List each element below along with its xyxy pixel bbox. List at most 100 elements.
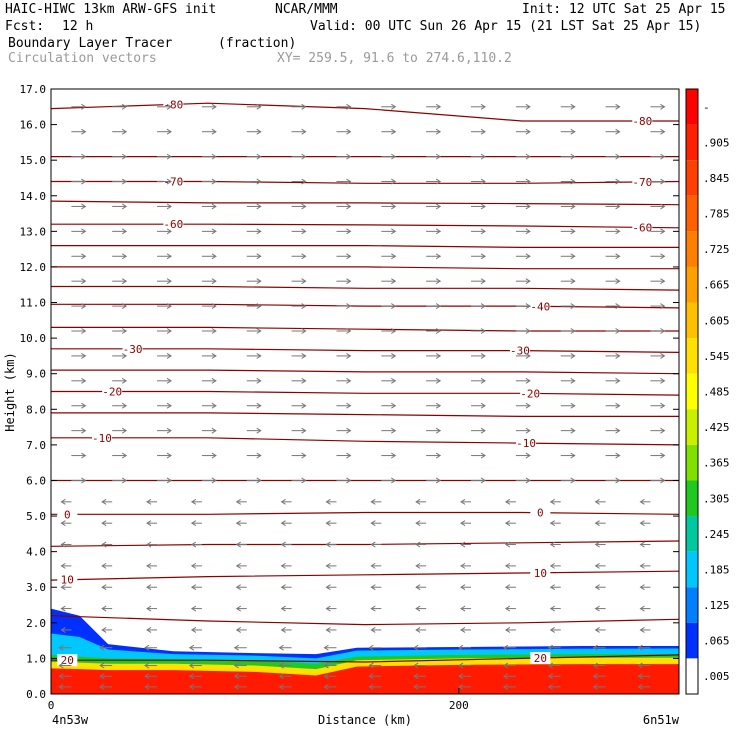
vector-head [570,477,576,484]
circulation-vector [291,153,307,160]
isotherm-line [51,200,679,206]
circulation-vector [426,427,442,434]
vector-head [480,278,486,285]
vector-head [660,328,666,334]
circulation-vector [650,103,666,110]
circulation-vector [504,627,516,633]
vector-head [58,673,64,680]
vector-head [211,153,217,160]
vector-head [370,498,376,505]
vector-head [301,402,307,409]
circulation-vector [639,562,651,569]
vector-head [256,402,262,409]
circulation-vector [650,253,666,260]
vector-head [101,562,107,569]
vector-head [301,278,307,285]
circulation-vector [190,584,202,591]
vector-head [346,477,352,484]
circulation-vector [381,303,397,310]
circulation-vector [471,203,486,210]
vector-head [256,452,262,459]
circulation-vector [278,673,292,680]
colorbar-swatch [686,160,698,196]
vector-head [570,203,576,210]
circulation-vector [112,477,128,484]
vector-head [391,377,397,384]
vector-head [121,253,128,260]
vector-head [615,427,621,434]
colorbar-swatch [686,89,698,125]
circulation-vector [235,520,247,527]
circulation-vector [471,278,486,285]
circulation-vector [515,153,531,160]
circulation-vector [246,377,262,384]
vector-head [211,278,217,285]
circulation-vector [60,498,72,505]
isotherm-label: -80 [163,98,183,111]
y-tick-label: 15.0 [20,154,47,167]
isotherm-line [51,540,679,547]
x-right-endpoint: 6n51w [643,713,680,727]
vector-head [256,278,262,285]
vector-head [256,178,262,185]
colorbar-label: .845 [703,172,730,185]
vector-head [660,452,666,459]
circulation-vector [60,584,72,591]
vector-head [660,477,666,484]
circulation-vector [235,498,247,505]
isotherm-line [51,654,679,663]
vector-head [211,303,217,310]
vector-head [525,153,531,160]
circulation-vector [112,278,128,285]
vector-head [144,644,150,651]
vector-head [547,683,554,690]
circulation-vector [560,303,576,310]
vector-head [480,477,486,484]
vector-head [660,253,666,260]
circulation-vector [325,498,337,505]
plot-frame [50,88,680,695]
vector-head [525,128,531,135]
vector-head [660,228,666,235]
vector-head [391,352,397,359]
vector-head [460,627,466,633]
circulation-vector [101,520,113,527]
circulation-vector [549,541,561,548]
circulation-vector [381,178,397,185]
circulation-vector [515,328,531,334]
vector-head [81,103,87,110]
circulation-vector [370,605,382,612]
vector-head [256,303,262,310]
circulation-vector [60,562,72,569]
vector-head [415,562,421,569]
forecast-label: Fcst: [5,19,45,34]
vector-head [301,153,307,160]
y-tick-label: 12.0 [20,261,47,274]
vector-head [460,541,466,548]
circulation-vector [381,402,397,409]
circulation-vector [336,427,352,434]
vector-head [549,627,556,633]
vector-head [639,627,645,633]
vector-head [502,644,509,651]
circulation-vector [547,644,561,651]
circulation-vector [515,452,531,459]
circulation-vector [325,584,337,591]
vector-head [391,402,397,409]
vector-head [525,228,531,235]
circulation-vector [471,303,486,310]
vector-head [460,520,466,527]
vector-head [525,103,531,110]
circulation-vector [381,452,397,459]
colorbar-label: .725 [703,243,730,256]
vector-head [211,228,217,235]
circulation-vector [112,203,128,210]
vector-head [525,452,531,459]
vector-head [415,605,421,612]
vector-head [570,427,576,434]
colorbar-swatch [686,658,698,694]
circulation-vector [560,452,576,459]
vector-head [256,328,262,334]
vector-head [592,683,598,690]
circulation-vector [370,498,382,505]
